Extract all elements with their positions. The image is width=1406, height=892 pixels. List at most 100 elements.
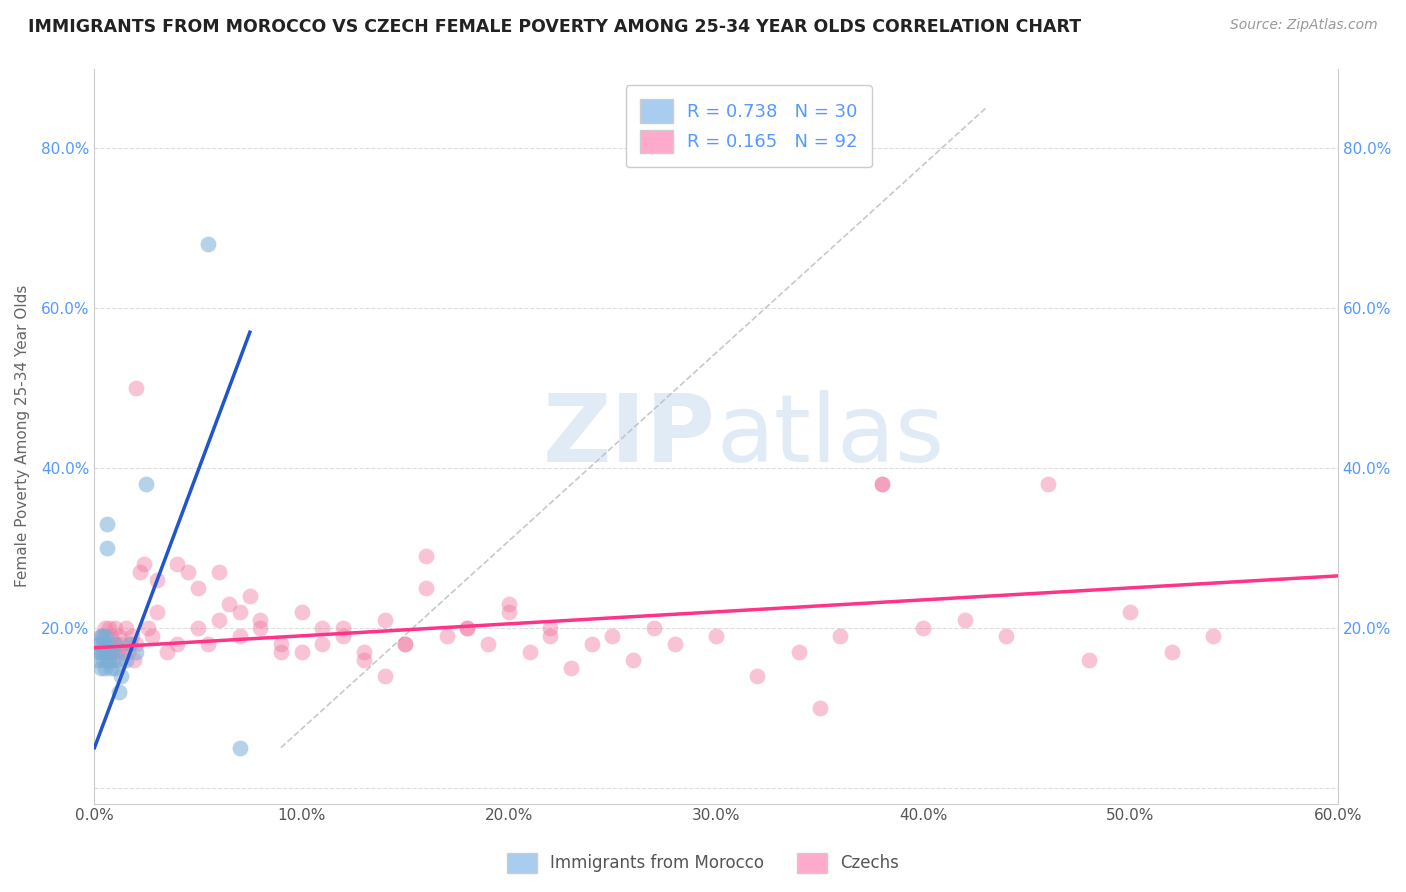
Point — [114, 621, 136, 635]
Point — [105, 653, 128, 667]
Point — [100, 661, 122, 675]
Point — [197, 237, 219, 252]
Point — [87, 645, 110, 659]
Point — [138, 621, 160, 635]
Point — [87, 637, 110, 651]
Point — [519, 645, 541, 659]
Point — [218, 597, 240, 611]
Point — [104, 637, 127, 651]
Point — [581, 637, 603, 651]
Point — [1036, 477, 1059, 491]
Point — [311, 621, 333, 635]
Point — [1160, 645, 1182, 659]
Point — [538, 629, 561, 643]
Point — [249, 621, 271, 635]
Point — [538, 621, 561, 635]
Point — [156, 645, 179, 659]
Point — [108, 629, 131, 643]
Point — [90, 629, 112, 643]
Point — [98, 621, 121, 635]
Point — [456, 621, 478, 635]
Point — [121, 629, 143, 643]
Point — [90, 645, 112, 659]
Point — [747, 669, 769, 683]
Point — [353, 653, 375, 667]
Point — [291, 605, 314, 619]
Point — [96, 541, 118, 555]
Point — [228, 629, 250, 643]
Point — [100, 645, 122, 659]
Point — [134, 557, 156, 571]
Point — [108, 685, 131, 699]
Point — [1078, 653, 1101, 667]
Point — [436, 629, 458, 643]
Point — [141, 629, 163, 643]
Point — [90, 661, 112, 675]
Point — [270, 637, 292, 651]
Point — [98, 645, 121, 659]
Point — [98, 637, 121, 651]
Point — [91, 637, 114, 651]
Text: atlas: atlas — [716, 390, 945, 482]
Point — [100, 629, 122, 643]
Text: ZIP: ZIP — [543, 390, 716, 482]
Text: Source: ZipAtlas.com: Source: ZipAtlas.com — [1230, 18, 1378, 32]
Point — [129, 565, 152, 579]
Point — [560, 661, 582, 675]
Point — [112, 645, 135, 659]
Point — [228, 740, 250, 755]
Point — [104, 637, 127, 651]
Point — [374, 669, 396, 683]
Point — [870, 477, 893, 491]
Point — [91, 629, 114, 643]
Point — [110, 669, 132, 683]
Point — [787, 645, 810, 659]
Point — [456, 621, 478, 635]
Point — [101, 653, 124, 667]
Point — [94, 637, 117, 651]
Point — [498, 605, 520, 619]
Point — [105, 645, 128, 659]
Point — [94, 661, 117, 675]
Point — [912, 621, 935, 635]
Point — [602, 629, 624, 643]
Point — [104, 661, 127, 675]
Point — [96, 516, 118, 531]
Point — [208, 565, 231, 579]
Point — [332, 621, 354, 635]
Point — [166, 557, 188, 571]
Point — [101, 645, 124, 659]
Point — [110, 637, 132, 651]
Point — [114, 653, 136, 667]
Point — [353, 645, 375, 659]
Point — [94, 621, 117, 635]
Point — [1119, 605, 1142, 619]
Y-axis label: Female Poverty Among 25-34 Year Olds: Female Poverty Among 25-34 Year Olds — [15, 285, 30, 587]
Point — [125, 637, 148, 651]
Point — [228, 605, 250, 619]
Point — [270, 645, 292, 659]
Point — [953, 613, 976, 627]
Point — [187, 581, 209, 595]
Point — [87, 637, 110, 651]
Point — [177, 565, 200, 579]
Point — [332, 629, 354, 643]
Point — [86, 653, 108, 667]
Point — [187, 621, 209, 635]
Text: IMMIGRANTS FROM MOROCCO VS CZECH FEMALE POVERTY AMONG 25-34 YEAR OLDS CORRELATIO: IMMIGRANTS FROM MOROCCO VS CZECH FEMALE … — [28, 18, 1081, 36]
Point — [415, 549, 437, 563]
Point — [704, 629, 727, 643]
Point — [664, 637, 686, 651]
Point — [197, 637, 219, 651]
Point — [995, 629, 1018, 643]
Point — [239, 589, 262, 603]
Point — [104, 621, 127, 635]
Point — [125, 381, 148, 395]
Point — [643, 621, 665, 635]
Point — [621, 653, 644, 667]
Point — [96, 645, 118, 659]
Point — [90, 629, 112, 643]
Point — [91, 653, 114, 667]
Point — [166, 637, 188, 651]
Point — [830, 629, 852, 643]
